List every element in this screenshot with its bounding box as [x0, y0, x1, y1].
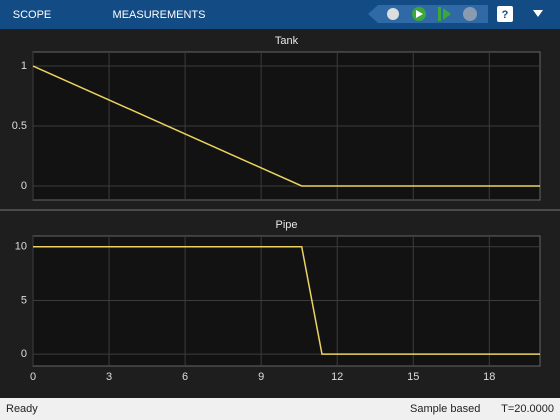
tab[interactable]: SCOPE	[13, 9, 52, 21]
x-tick-label: 9	[258, 371, 264, 383]
data-line	[33, 245, 540, 355]
status-mode: Sample based	[410, 403, 480, 415]
x-tick-label: 18	[483, 371, 495, 383]
x-tick-label: 15	[407, 371, 419, 383]
help-button[interactable]	[497, 6, 513, 22]
tab[interactable]: MEASUREMENTS	[113, 9, 206, 21]
y-tick-label: 10	[15, 241, 27, 253]
toolbar-icons: ?	[368, 5, 543, 23]
menu-button[interactable]	[533, 10, 543, 17]
data-line	[32, 65, 540, 187]
toolbar-arrow	[368, 5, 378, 23]
x-tick-label: 0	[30, 371, 36, 383]
run-icon	[416, 10, 423, 18]
plot-area	[32, 235, 541, 367]
step-button[interactable]	[438, 7, 441, 21]
y-tick-label: 0.5	[12, 120, 27, 132]
help-icon: ?	[502, 9, 509, 21]
stop-button[interactable]	[463, 7, 477, 21]
y-tick-label: 5	[21, 294, 27, 306]
status-state: Ready	[6, 403, 38, 415]
status-time: T=20.0000	[501, 403, 554, 415]
step-back-button[interactable]	[387, 8, 399, 20]
y-tick-label: 0	[21, 348, 27, 360]
chart-title: Tank	[275, 35, 299, 47]
x-tick-label: 12	[331, 371, 343, 383]
x-tick-label: 6	[182, 371, 188, 383]
status-bar	[0, 398, 560, 420]
quick-access	[378, 5, 488, 23]
x-tick-label: 3	[106, 371, 112, 383]
step-icon	[443, 8, 451, 20]
y-tick-label: 1	[21, 60, 27, 72]
y-tick-label: 0	[21, 180, 27, 192]
chart-title: Pipe	[275, 219, 297, 231]
